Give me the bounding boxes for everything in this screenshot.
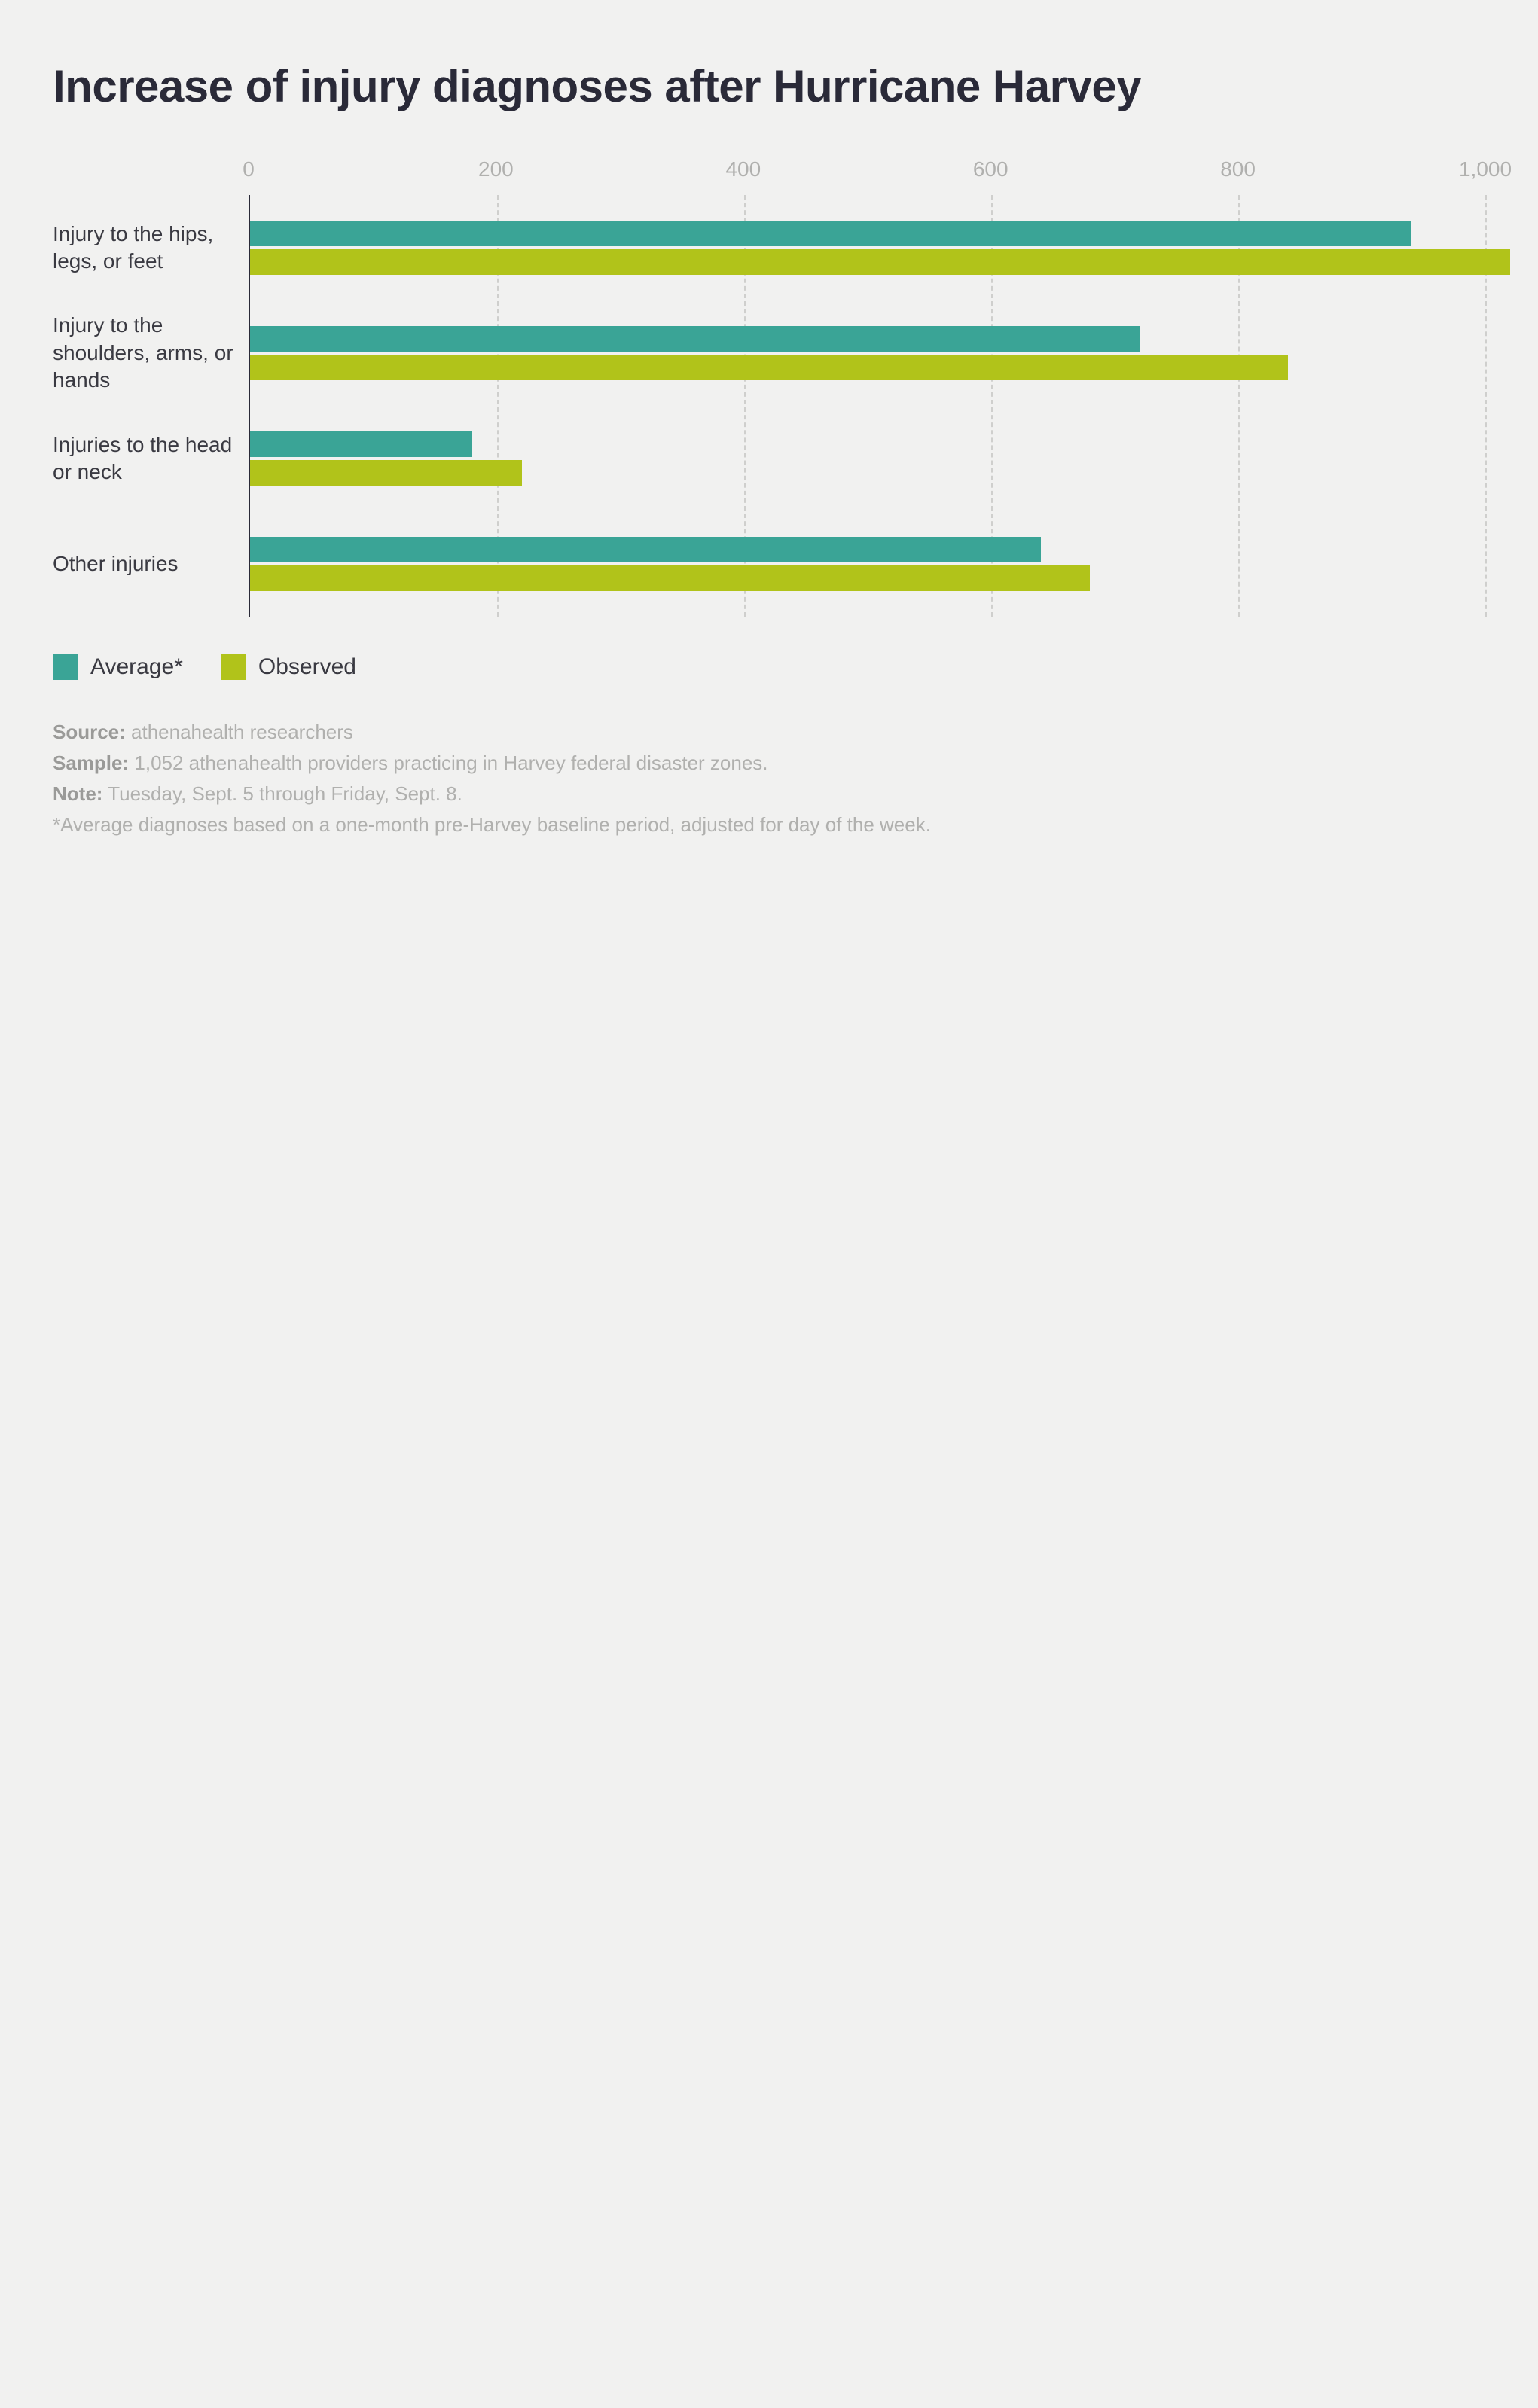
note-label: Note: bbox=[53, 782, 102, 805]
x-tick-label: 400 bbox=[725, 157, 761, 181]
footnotes: Source: athenahealth researchers Sample:… bbox=[53, 718, 1485, 840]
x-tick-label: 200 bbox=[478, 157, 514, 181]
legend: Average* Observed bbox=[53, 654, 1485, 680]
x-tick-label: 1,000 bbox=[1459, 157, 1512, 181]
x-axis: 02004006008001,000 bbox=[53, 157, 1485, 180]
x-tick-label: 600 bbox=[973, 157, 1009, 181]
bar-observed bbox=[250, 565, 1090, 591]
chart: 02004006008001,000 Injury to the hips, l… bbox=[53, 157, 1485, 617]
category-label: Injury to the hips, legs, or feet bbox=[53, 221, 249, 276]
bar-observed bbox=[250, 249, 1510, 275]
category-label: Injuries to the head or neck bbox=[53, 431, 249, 486]
x-tick-label: 0 bbox=[243, 157, 255, 181]
bar-average bbox=[250, 221, 1411, 246]
legend-item-average: Average* bbox=[53, 654, 183, 680]
bar-group bbox=[250, 300, 1485, 406]
bar-observed bbox=[250, 355, 1288, 380]
legend-label: Observed bbox=[258, 654, 356, 680]
category-label: Other injuries bbox=[53, 550, 249, 578]
bar-observed bbox=[250, 460, 522, 486]
note-text: Tuesday, Sept. 5 through Friday, Sept. 8… bbox=[102, 782, 462, 805]
bar-average bbox=[250, 431, 472, 457]
sample-text: 1,052 athenahealth providers practicing … bbox=[129, 751, 767, 774]
sample-label: Sample: bbox=[53, 751, 129, 774]
legend-label: Average* bbox=[90, 654, 183, 680]
legend-item-observed: Observed bbox=[221, 654, 356, 680]
bar-group bbox=[250, 195, 1485, 300]
legend-swatch bbox=[53, 654, 78, 680]
category-label: Injury to the shoulders, arms, or hands bbox=[53, 312, 249, 394]
asterisk-note: *Average diagnoses based on a one-month … bbox=[53, 810, 1485, 840]
bar-average bbox=[250, 326, 1140, 352]
category-labels: Injury to the hips, legs, or feet Injury … bbox=[53, 195, 249, 617]
plot-area bbox=[249, 195, 1485, 617]
bar-group bbox=[250, 406, 1485, 511]
source-label: Source: bbox=[53, 721, 126, 743]
legend-swatch bbox=[221, 654, 246, 680]
bar-average bbox=[250, 537, 1041, 562]
bar-group bbox=[250, 511, 1485, 617]
x-tick-label: 800 bbox=[1220, 157, 1256, 181]
source-text: athenahealth researchers bbox=[126, 721, 353, 743]
chart-title: Increase of injury diagnoses after Hurri… bbox=[53, 60, 1485, 112]
